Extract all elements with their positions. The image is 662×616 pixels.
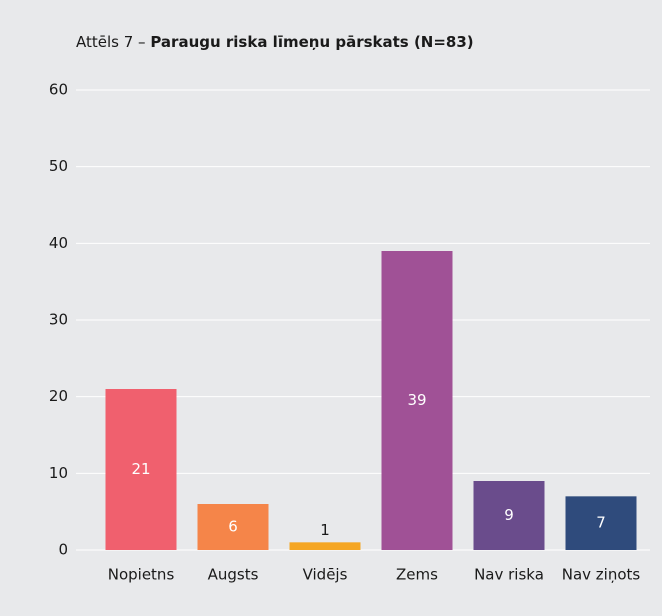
- value-label: 1: [320, 521, 330, 539]
- figure-label: Attēls 7 –: [76, 33, 146, 51]
- x-tick-label: Zems: [396, 566, 438, 584]
- bar: [565, 496, 637, 550]
- value-label: 21: [131, 460, 150, 478]
- y-tick-label: 30: [49, 311, 68, 329]
- chart-title: Attēls 7 – Paraugu riska līmeņu pārskats…: [76, 33, 474, 51]
- bar: [197, 504, 269, 550]
- x-tick-label: Vidējs: [303, 566, 348, 584]
- title-main: Paraugu riska līmeņu pārskats (N=83): [150, 33, 473, 51]
- y-tick-label: 10: [49, 464, 68, 482]
- value-label: 9: [504, 506, 514, 524]
- y-tick-label: 50: [49, 157, 68, 175]
- y-tick-label: 0: [58, 541, 68, 559]
- y-tick-label: 60: [49, 81, 68, 99]
- bar: [289, 542, 361, 550]
- y-tick-label: 40: [49, 234, 68, 252]
- x-tick-label: Nopietns: [108, 566, 175, 584]
- x-tick-label: Nav riska: [474, 566, 544, 584]
- y-tick-label: 20: [49, 387, 68, 405]
- x-tick-label: Augsts: [208, 566, 259, 584]
- value-label: 7: [596, 514, 606, 532]
- bar: [381, 251, 453, 550]
- bar: [105, 389, 177, 550]
- value-label: 39: [407, 391, 426, 409]
- bar: [473, 481, 545, 550]
- x-tick-label: Nav ziņots: [562, 566, 641, 584]
- value-label: 6: [228, 518, 238, 536]
